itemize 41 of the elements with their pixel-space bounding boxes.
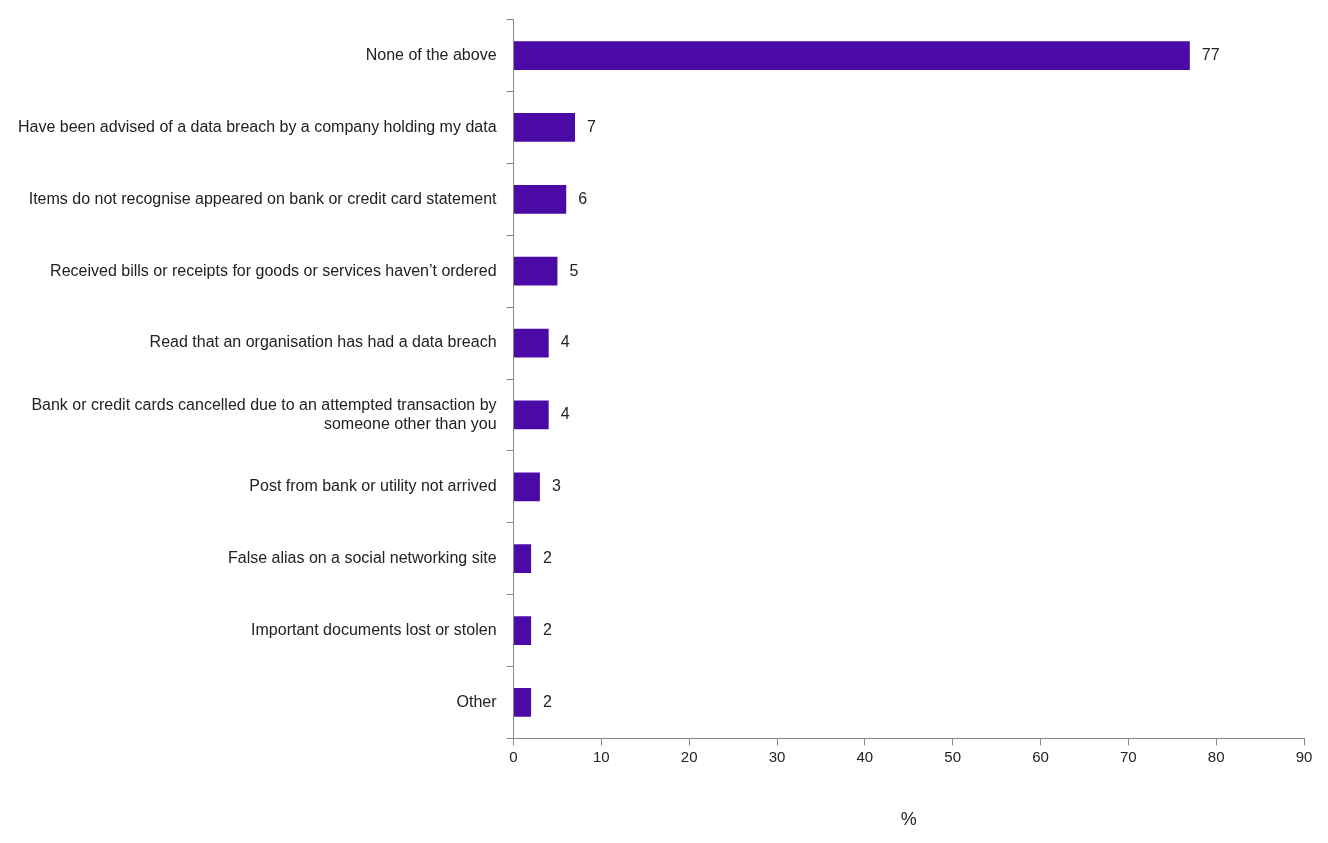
x-tick-label: 80 xyxy=(1207,747,1225,765)
x-tick-label: 30 xyxy=(768,747,786,765)
data-label: 3 xyxy=(551,477,561,495)
bar xyxy=(514,544,532,574)
bar xyxy=(514,616,532,645)
y-tick-label: Received bills or receipts for goods or services haven’t ordered xyxy=(50,261,497,279)
y-tick-label: False alias on a social networking site xyxy=(227,549,497,567)
data-label: 77 xyxy=(1201,45,1220,63)
y-tick-label: Important documents lost or stolen xyxy=(251,620,497,638)
data-label: 4 xyxy=(560,333,570,351)
x-tick-label: 90 xyxy=(1295,747,1313,765)
x-tick-label: 40 xyxy=(856,747,874,765)
x-tick-label: 70 xyxy=(1120,747,1137,765)
data-label: 2 xyxy=(543,620,553,638)
x-tick-label: 10 xyxy=(593,747,610,765)
bar xyxy=(514,328,549,358)
x-tick-label: 0 xyxy=(509,747,518,765)
x-axis-title: % xyxy=(900,809,917,830)
x-tick-label: 50 xyxy=(944,747,962,765)
y-tick-label: Bank or credit cards cancelled due to an attempted transaction by someone other than you xyxy=(31,395,497,432)
bar xyxy=(514,184,567,214)
data-label: 4 xyxy=(560,405,570,423)
bar xyxy=(514,400,549,430)
bar xyxy=(514,688,532,717)
data-label: 2 xyxy=(543,692,553,710)
data-label: 5 xyxy=(569,261,579,279)
y-tick-label: Other xyxy=(456,692,498,710)
bar xyxy=(514,472,540,502)
data-label: 7 xyxy=(587,117,597,135)
bar xyxy=(514,41,1190,70)
x-tick-label: 60 xyxy=(1032,747,1049,765)
data-label: 6 xyxy=(578,189,588,207)
data-label: 2 xyxy=(543,549,553,567)
y-tick-label: Items do not recognise appeared on bank or credit card statement xyxy=(28,189,498,207)
x-tick-label: 20 xyxy=(680,747,698,765)
y-tick-label: Have been advised of a data breach by a company holding my data xyxy=(18,117,497,135)
y-tick-label: Read that an organisation has had a data breach xyxy=(149,333,497,351)
bar xyxy=(514,256,558,286)
bar xyxy=(514,113,576,142)
y-tick-label: Post from bank or utility not arrived xyxy=(249,477,497,495)
y-tick-label: None of the above xyxy=(365,45,497,63)
